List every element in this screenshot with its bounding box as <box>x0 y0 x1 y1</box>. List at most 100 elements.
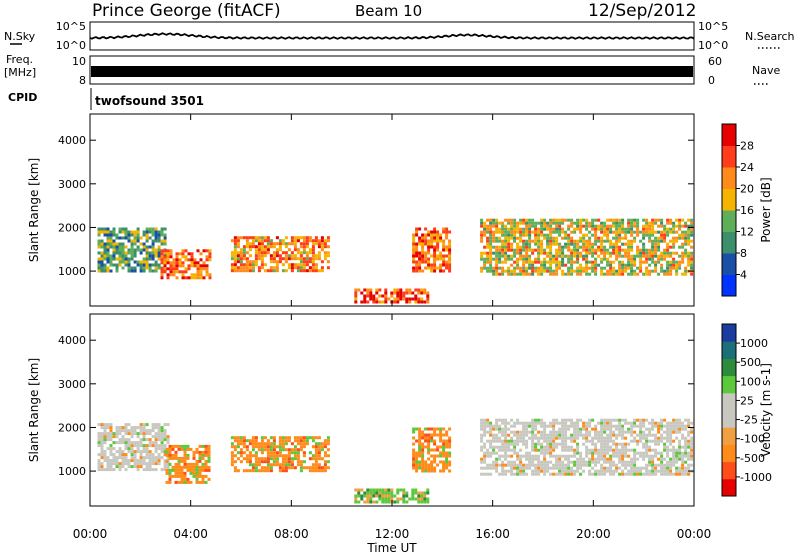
heatmap-cell <box>486 269 490 273</box>
heatmap-cell <box>561 248 565 252</box>
heatmap-cell <box>642 227 646 231</box>
heatmap-cell <box>130 266 134 270</box>
heatmap-cell <box>287 266 291 270</box>
heatmap-cell <box>448 445 452 449</box>
heatmap-cell <box>483 421 487 425</box>
heatmap-cell <box>269 463 273 467</box>
heatmap-cell <box>430 263 434 267</box>
heatmap-cell <box>424 260 428 264</box>
heatmap-cell <box>103 441 107 445</box>
heatmap-cell <box>669 463 673 467</box>
heatmap-cell <box>666 248 670 252</box>
heatmap-cell <box>543 463 547 467</box>
heatmap-cell <box>415 251 419 255</box>
heatmap-cell <box>681 251 685 255</box>
heatmap-cell <box>480 236 484 240</box>
heatmap-cell <box>600 242 604 246</box>
heatmap-cell <box>594 272 598 276</box>
heatmap-cell <box>678 218 682 222</box>
heatmap-cell <box>531 218 535 222</box>
heatmap-cell <box>151 441 155 445</box>
heatmap-cell <box>570 236 574 240</box>
heatmap-cell <box>136 239 140 243</box>
heatmap-cell <box>442 245 446 249</box>
heatmap-cell <box>384 488 388 492</box>
heatmap-cell <box>480 439 484 443</box>
heatmap-cell <box>230 266 234 270</box>
heatmap-cell <box>157 447 161 451</box>
heatmap-cell <box>495 439 499 443</box>
heatmap-cell <box>115 266 119 270</box>
heatmap-cell <box>657 457 661 461</box>
heatmap-cell <box>433 469 437 473</box>
heatmap-cell <box>251 442 255 446</box>
heatmap-cell <box>504 269 508 273</box>
heatmap-cell <box>263 269 267 273</box>
heatmap-cell <box>375 494 379 498</box>
heatmap-cell <box>603 448 607 452</box>
heatmap-cell <box>603 427 607 431</box>
heatmap-cell <box>136 462 140 466</box>
heatmap-cell <box>415 266 419 270</box>
heatmap-cell <box>323 469 327 473</box>
heatmap-cell <box>412 233 416 237</box>
heatmap-cell <box>618 424 622 428</box>
heatmap-cell <box>421 442 425 446</box>
heatmap-cell <box>201 474 205 478</box>
heatmap-cell <box>421 436 425 440</box>
heatmap-cell <box>233 436 237 440</box>
heatmap-cell <box>299 263 303 267</box>
heatmap-cell <box>233 257 237 261</box>
heatmap-cell <box>567 469 571 473</box>
heatmap-cell <box>552 230 556 234</box>
heatmap-cell <box>305 439 309 443</box>
heatmap-cell <box>522 227 526 231</box>
heatmap-cell <box>166 261 170 265</box>
heatmap-cell <box>567 233 571 237</box>
heatmap-cell <box>666 439 670 443</box>
heatmap-cell <box>498 463 502 467</box>
heatmap-cell <box>528 451 532 455</box>
heatmap-cell <box>483 457 487 461</box>
heatmap-cell <box>528 466 532 470</box>
heatmap-cell <box>445 245 449 249</box>
heatmap-cell <box>543 439 547 443</box>
heatmap-cell <box>193 258 197 262</box>
heatmap-cell <box>501 233 505 237</box>
heatmap-cell <box>639 230 643 234</box>
heatmap-cell <box>486 227 490 231</box>
heatmap-cell <box>645 269 649 273</box>
heatmap-cell <box>412 236 416 240</box>
heatmap-cell <box>269 448 273 452</box>
heatmap-cell <box>486 418 490 422</box>
heatmap-cell <box>663 230 667 234</box>
heatmap-cell <box>486 451 490 455</box>
heatmap-cell <box>528 266 532 270</box>
heatmap-cell <box>445 460 449 464</box>
heatmap-cell <box>187 258 191 262</box>
heatmap-cell <box>363 300 367 304</box>
heatmap-cell <box>163 438 167 442</box>
heatmap-cell <box>534 227 538 231</box>
heatmap-cell <box>507 266 511 270</box>
heatmap-cell <box>480 445 484 449</box>
heatmap-cell <box>427 230 431 234</box>
heatmap-cell <box>151 227 155 231</box>
heatmap-cell <box>415 469 419 473</box>
heatmap-cell <box>591 466 595 470</box>
heatmap-cell <box>148 462 152 466</box>
heatmap-cell <box>618 230 622 234</box>
heatmap-cell <box>421 248 425 252</box>
heatmap-cell <box>582 254 586 258</box>
heatmap-cell <box>615 424 619 428</box>
heatmap-cell <box>540 239 544 243</box>
heatmap-cell <box>675 218 679 222</box>
heatmap-cell <box>133 254 137 258</box>
heatmap-cell <box>251 239 255 243</box>
heatmap-cell <box>507 460 511 464</box>
heatmap-cell <box>495 469 499 473</box>
heatmap-cell <box>591 457 595 461</box>
heatmap-cell <box>552 254 556 258</box>
heatmap-cell <box>510 466 514 470</box>
heatmap-cell <box>651 224 655 228</box>
